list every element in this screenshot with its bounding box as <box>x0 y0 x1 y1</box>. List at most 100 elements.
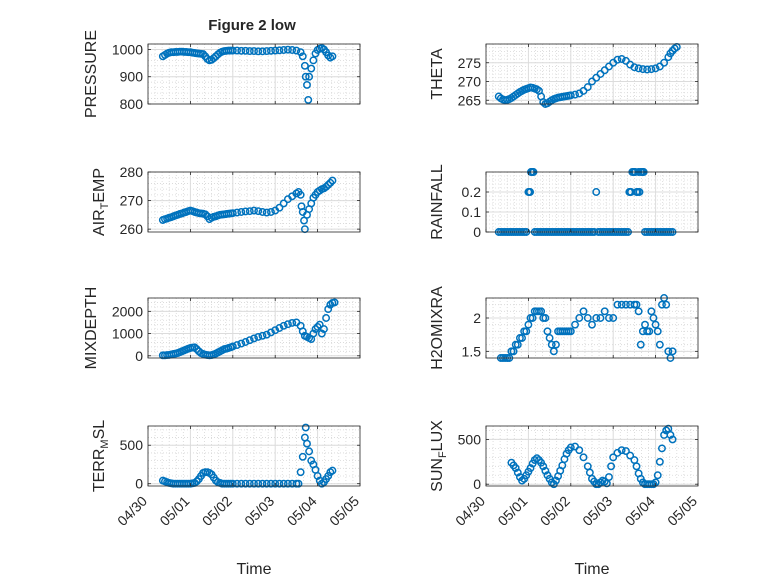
data-point <box>279 479 288 488</box>
data-point <box>237 208 246 216</box>
data-point <box>600 307 609 316</box>
data-point <box>237 339 246 348</box>
data-point <box>647 65 656 74</box>
data-point <box>322 314 331 322</box>
data-point <box>658 300 666 309</box>
data-point <box>298 52 307 61</box>
y-axis-label: MIXDEPTH <box>83 287 100 370</box>
data-point <box>201 210 210 219</box>
data-point <box>311 325 320 334</box>
y-tick-label: 0 <box>473 476 481 492</box>
data-point <box>609 453 618 462</box>
data-point <box>267 208 275 216</box>
data-point <box>541 466 550 475</box>
data-point <box>668 347 677 356</box>
data-point <box>283 45 292 54</box>
subplot-pressure: 800 900 1000 PRESSURE <box>83 30 361 118</box>
data-point <box>303 80 311 89</box>
data-point <box>566 91 575 100</box>
data-point <box>199 50 208 59</box>
data-point <box>320 325 328 334</box>
data-point <box>638 65 647 74</box>
x-ticks <box>147 426 361 486</box>
data-point <box>649 480 658 489</box>
data-point <box>237 479 246 488</box>
y-tick-label: 1.5 <box>462 343 482 359</box>
data-point <box>630 63 639 72</box>
data-point <box>233 479 241 488</box>
major-grid <box>486 298 698 358</box>
data-point <box>303 439 311 448</box>
data-point <box>662 300 671 309</box>
y-tick-label: 500 <box>120 437 144 453</box>
data-point <box>258 331 267 340</box>
data-point <box>283 320 292 329</box>
data-point <box>655 340 664 349</box>
y-axis-label-text: PRESSURE <box>83 30 100 118</box>
data-point <box>605 473 613 481</box>
data-point <box>547 340 556 349</box>
y-tick-label: 0 <box>135 476 143 492</box>
data-point <box>296 48 305 57</box>
data-point <box>254 332 263 341</box>
data-point <box>228 479 237 488</box>
y-tick-label: 0 <box>473 224 481 240</box>
data-point <box>192 345 201 354</box>
data-point <box>254 479 263 488</box>
data-point <box>279 46 288 54</box>
data-point <box>267 479 275 488</box>
y-tick-label: 800 <box>120 96 144 112</box>
data-point <box>518 476 526 485</box>
data-point <box>228 46 237 55</box>
y-ticks: 265 270 275 <box>458 55 698 108</box>
y-ticks: 800 900 1000 <box>112 41 360 112</box>
data-point <box>626 451 635 460</box>
data-point <box>228 209 237 218</box>
axes-box <box>485 43 699 105</box>
data-point <box>651 320 660 329</box>
data-point <box>328 176 337 185</box>
data-point <box>307 64 316 73</box>
data-point <box>552 476 560 485</box>
series-sun-flux <box>507 424 677 489</box>
data-point <box>254 207 263 216</box>
data-point <box>250 479 258 488</box>
data-point <box>326 178 335 187</box>
y-tick-label: 1000 <box>112 41 143 57</box>
y-axis-label-tail: EMP <box>91 168 108 203</box>
y-tick-label: 280 <box>120 164 144 180</box>
y-ticks: 1.52 <box>462 310 698 359</box>
subplot-h2omixra: 1.52 H2OMIXRA <box>429 286 699 370</box>
data-point <box>645 327 654 336</box>
y-tick-label: 1000 <box>112 326 143 342</box>
data-point <box>634 307 643 316</box>
data-point <box>526 464 535 473</box>
data-point <box>511 464 520 473</box>
data-point <box>596 314 605 322</box>
data-point <box>662 426 671 435</box>
data-point <box>607 462 616 471</box>
data-point <box>632 300 641 309</box>
data-point <box>288 318 297 327</box>
data-point <box>632 462 641 471</box>
x-axis-label: Time <box>237 561 272 578</box>
y-axis-label: H2OMIXRA <box>429 286 446 370</box>
data-point <box>267 328 275 337</box>
data-point <box>609 314 618 322</box>
data-point <box>271 326 280 335</box>
data-point <box>592 314 601 322</box>
x-ticks <box>485 172 699 232</box>
data-point <box>621 447 630 456</box>
data-point <box>241 338 250 346</box>
subplot-air-temp: 260 270 280 AIRTEMP <box>91 164 361 237</box>
y-tick-label: 270 <box>458 74 482 90</box>
data-point <box>298 452 307 461</box>
data-point <box>301 72 310 81</box>
data-point <box>635 188 644 196</box>
data-point <box>258 208 267 216</box>
data-point <box>241 207 250 216</box>
data-point <box>617 55 626 63</box>
y-axis-label-subscript: T <box>99 202 111 209</box>
y-axis-label: SUNFLUX <box>429 420 449 492</box>
